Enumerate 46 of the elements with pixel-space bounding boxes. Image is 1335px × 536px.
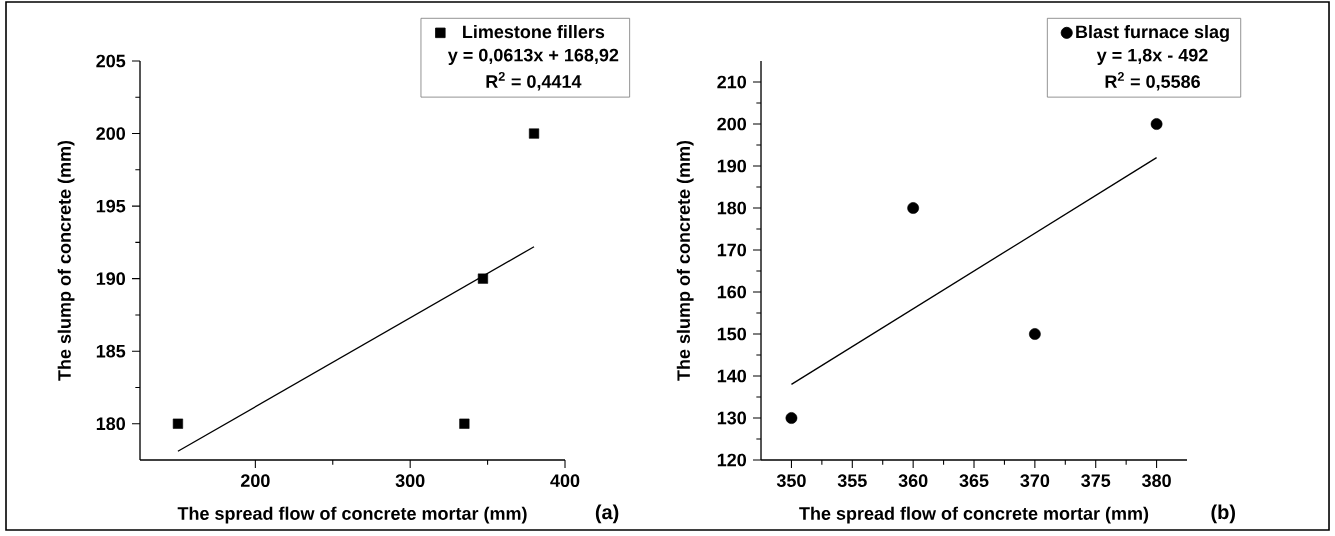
text: (b) <box>1211 504 1235 524</box>
x-tick-label: 380 <box>1141 474 1171 488</box>
point <box>459 418 470 429</box>
y-tick-label: 120 <box>717 453 747 467</box>
annotation: y = 0,0613x + 168,92 <box>447 48 619 66</box>
y-tick-label: 185 <box>96 344 126 358</box>
point <box>1029 328 1041 340</box>
text: (a) <box>595 504 619 524</box>
y-tick-label: 150 <box>717 327 747 341</box>
legend-label: Blast furnace slag <box>1076 24 1229 42</box>
y-tick-label: 190 <box>96 272 125 285</box>
x-axis-title: The spread flow of concrete mortar (mm) <box>177 506 527 524</box>
y-tick-label: 140 <box>717 369 747 383</box>
x-tick-label: 360 <box>898 474 928 488</box>
y-tick-label: 200 <box>717 117 747 131</box>
point <box>172 418 184 429</box>
y-tick-label: 195 <box>96 199 126 213</box>
point <box>477 273 489 284</box>
annotation: R$^{2}$ = 0,4414 <box>486 71 582 91</box>
y-tick-label: 180 <box>96 417 125 431</box>
point <box>785 412 798 424</box>
x-tick-label: 365 <box>959 474 989 488</box>
y-tick-label: 190 <box>717 159 747 173</box>
y-tick-label: 170 <box>717 243 747 257</box>
point <box>907 202 920 214</box>
annotation: y = 1,8x - 492 <box>1096 48 1208 66</box>
x-tick-label: 375 <box>1081 474 1111 488</box>
y-tick-label: 205 <box>96 54 126 68</box>
y-tick-label: 210 <box>717 75 747 89</box>
point <box>528 128 540 139</box>
x-tick-label: 200 <box>240 474 270 487</box>
y-tick-label: 180 <box>717 201 747 215</box>
y-tick-label: 160 <box>717 285 747 299</box>
x-tick-label: 350 <box>776 474 806 488</box>
x-tick-label: 400 <box>550 474 580 487</box>
x-axis-title: The spread flow of concrete mortar (mm) <box>799 506 1149 524</box>
x-tick-label: 355 <box>837 474 867 488</box>
x-tick-label: 300 <box>395 474 425 488</box>
point <box>1150 118 1163 130</box>
y-axis-title: The slump of concrete (mm) <box>676 140 694 381</box>
legend-label: Limestone fillers <box>463 24 605 39</box>
x-tick-label: 370 <box>1020 474 1050 488</box>
y-tick-label: 130 <box>717 411 747 425</box>
annotation: R$^{2}$ = 0,5586 <box>1105 71 1200 91</box>
y-axis-title: The slump of concrete (mm) <box>57 140 75 381</box>
y-tick-label: 200 <box>96 127 125 140</box>
